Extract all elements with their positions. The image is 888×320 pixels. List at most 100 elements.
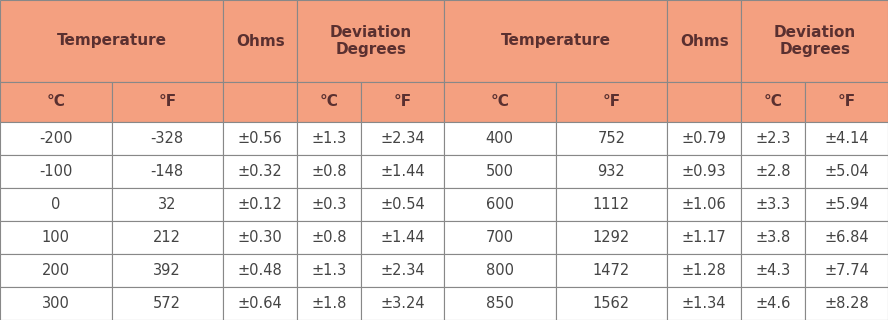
- Bar: [805, 188, 888, 221]
- Bar: [112, 155, 223, 188]
- Text: ±8.28: ±8.28: [824, 296, 869, 311]
- Text: Temperature: Temperature: [57, 34, 167, 49]
- Bar: [297, 122, 361, 155]
- Bar: [444, 254, 556, 287]
- Text: ±1.06: ±1.06: [682, 197, 726, 212]
- Bar: [297, 254, 361, 287]
- Bar: [667, 254, 741, 287]
- Text: 700: 700: [486, 230, 514, 245]
- Bar: [223, 254, 297, 287]
- Text: ±6.84: ±6.84: [824, 230, 869, 245]
- Bar: [741, 122, 805, 155]
- Text: ±3.24: ±3.24: [380, 296, 425, 311]
- Bar: [444, 221, 556, 254]
- Text: 600: 600: [486, 197, 514, 212]
- Text: Temperature: Temperature: [501, 34, 611, 49]
- Bar: [805, 82, 888, 122]
- Bar: [361, 254, 444, 287]
- Text: 1562: 1562: [592, 296, 630, 311]
- Text: ±1.44: ±1.44: [380, 164, 425, 179]
- Bar: [805, 287, 888, 320]
- Text: 300: 300: [42, 296, 69, 311]
- Text: ±2.34: ±2.34: [380, 263, 425, 278]
- Text: Ohms: Ohms: [236, 34, 284, 49]
- Text: ±0.8: ±0.8: [312, 230, 347, 245]
- Bar: [223, 122, 297, 155]
- Bar: [556, 254, 667, 287]
- Text: 800: 800: [486, 263, 514, 278]
- Text: -328: -328: [151, 131, 184, 146]
- Bar: [297, 221, 361, 254]
- Bar: [667, 82, 741, 122]
- Text: ±1.8: ±1.8: [312, 296, 347, 311]
- Bar: [556, 287, 667, 320]
- Bar: [297, 155, 361, 188]
- Bar: [805, 221, 888, 254]
- Bar: [444, 188, 556, 221]
- Bar: [112, 122, 223, 155]
- Text: 850: 850: [486, 296, 513, 311]
- Text: ±1.34: ±1.34: [682, 296, 726, 311]
- Text: 200: 200: [42, 263, 70, 278]
- Bar: [556, 82, 667, 122]
- Bar: [112, 254, 223, 287]
- Text: ±1.17: ±1.17: [682, 230, 726, 245]
- Text: ±1.28: ±1.28: [682, 263, 726, 278]
- Bar: [223, 221, 297, 254]
- Text: ±5.04: ±5.04: [824, 164, 869, 179]
- Bar: [444, 122, 556, 155]
- Bar: [0, 287, 112, 320]
- Bar: [741, 221, 805, 254]
- Text: ±7.74: ±7.74: [824, 263, 869, 278]
- Bar: [361, 82, 444, 122]
- Bar: [741, 82, 805, 122]
- Bar: [667, 221, 741, 254]
- Text: 1112: 1112: [592, 197, 630, 212]
- Bar: [223, 287, 297, 320]
- Text: 932: 932: [598, 164, 625, 179]
- Bar: [805, 254, 888, 287]
- Text: ±1.3: ±1.3: [312, 263, 347, 278]
- Text: ±0.93: ±0.93: [682, 164, 726, 179]
- Bar: [297, 0, 444, 82]
- Text: 100: 100: [42, 230, 70, 245]
- Text: 32: 32: [158, 197, 177, 212]
- Bar: [556, 122, 667, 155]
- Bar: [667, 287, 741, 320]
- Bar: [112, 221, 223, 254]
- Text: -148: -148: [151, 164, 184, 179]
- Bar: [556, 155, 667, 188]
- Bar: [0, 0, 223, 82]
- Text: °F: °F: [393, 94, 412, 109]
- Text: °C: °C: [320, 94, 339, 109]
- Text: 392: 392: [154, 263, 181, 278]
- Text: ±0.48: ±0.48: [238, 263, 282, 278]
- Text: ±4.6: ±4.6: [756, 296, 791, 311]
- Text: °C: °C: [764, 94, 783, 109]
- Bar: [741, 0, 888, 82]
- Bar: [556, 221, 667, 254]
- Bar: [667, 0, 741, 82]
- Text: 752: 752: [598, 131, 625, 146]
- Bar: [444, 287, 556, 320]
- Bar: [297, 287, 361, 320]
- Bar: [805, 122, 888, 155]
- Text: ±0.8: ±0.8: [312, 164, 347, 179]
- Bar: [223, 188, 297, 221]
- Text: Ohms: Ohms: [680, 34, 728, 49]
- Bar: [667, 188, 741, 221]
- Bar: [0, 188, 112, 221]
- Text: ±1.3: ±1.3: [312, 131, 347, 146]
- Text: 1472: 1472: [592, 263, 630, 278]
- Bar: [444, 155, 556, 188]
- Text: ±0.32: ±0.32: [238, 164, 282, 179]
- Text: ±2.3: ±2.3: [756, 131, 791, 146]
- Bar: [741, 188, 805, 221]
- Text: ±3.3: ±3.3: [756, 197, 791, 212]
- Bar: [361, 287, 444, 320]
- Text: ±2.34: ±2.34: [380, 131, 425, 146]
- Bar: [0, 82, 112, 122]
- Text: ±1.44: ±1.44: [380, 230, 425, 245]
- Bar: [297, 188, 361, 221]
- Text: °F: °F: [837, 94, 856, 109]
